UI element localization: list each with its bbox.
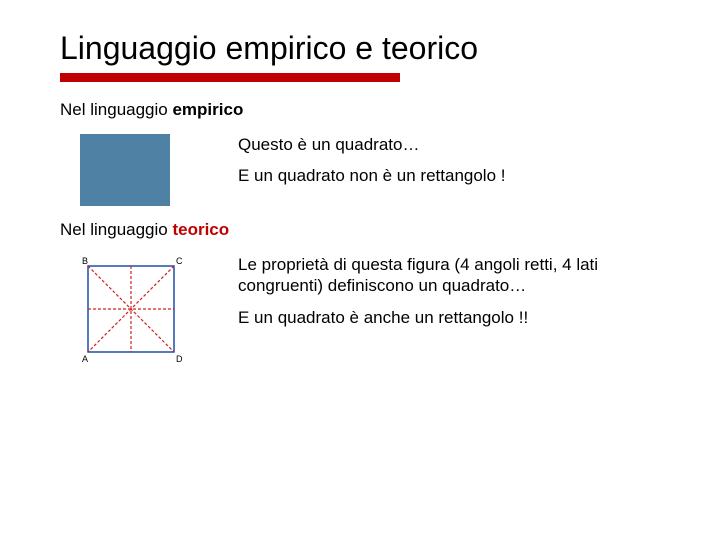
geometry-diagram-icon: B C A D xyxy=(68,254,198,364)
section1-label: Nel linguaggio empirico xyxy=(60,100,670,120)
vertex-label-d: D xyxy=(176,354,183,364)
slide: Linguaggio empirico e teorico Nel lingua… xyxy=(0,0,720,413)
section1-emph: empirico xyxy=(172,100,243,119)
section1-figure xyxy=(60,134,220,206)
section1-text: Questo è un quadrato… E un quadrato non … xyxy=(220,134,670,197)
section1-line1: Questo è un quadrato… xyxy=(238,134,670,155)
section2-text: Le proprietà di questa figura (4 angoli … xyxy=(220,254,670,338)
title-divider xyxy=(60,73,400,82)
section1-row: Questo è un quadrato… E un quadrato non … xyxy=(60,134,670,206)
section2-figure: B C A D xyxy=(60,254,220,369)
section1-line2: E un quadrato non è un rettangolo ! xyxy=(238,165,670,186)
section1-prefix: Nel linguaggio xyxy=(60,100,172,119)
section2-emph: teorico xyxy=(172,220,229,239)
section2-prefix: Nel linguaggio xyxy=(60,220,172,239)
vertex-label-a: A xyxy=(82,354,88,364)
blue-square-icon xyxy=(80,134,170,206)
page-title: Linguaggio empirico e teorico xyxy=(60,30,670,67)
section2-label: Nel linguaggio teorico xyxy=(60,220,670,240)
vertex-label-c: C xyxy=(176,256,183,266)
vertex-label-b: B xyxy=(82,256,88,266)
section2-row: B C A D Le proprietà di questa figura (4… xyxy=(60,254,670,369)
section2-line1: Le proprietà di questa figura (4 angoli … xyxy=(238,254,670,297)
section2-line2: E un quadrato è anche un rettangolo !! xyxy=(238,307,670,328)
